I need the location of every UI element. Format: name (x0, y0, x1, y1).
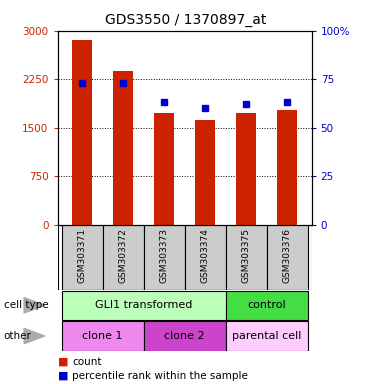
Bar (72, 40, 92, 225)
Bar (226, 321, 308, 351)
Bar (144, 321, 226, 351)
Text: parental cell: parental cell (232, 331, 301, 341)
Bar (113, 71, 133, 225)
Text: GSM303371: GSM303371 (78, 228, 86, 283)
Text: clone 2: clone 2 (164, 331, 205, 341)
Text: cell type: cell type (4, 300, 48, 310)
Bar (62, 321, 144, 351)
Text: percentile rank within the sample: percentile rank within the sample (72, 371, 248, 381)
Text: GDS3550 / 1370897_at: GDS3550 / 1370897_at (105, 13, 266, 27)
Text: ■: ■ (58, 371, 68, 381)
Text: count: count (72, 357, 102, 367)
Text: other: other (4, 331, 32, 341)
Polygon shape (24, 298, 45, 313)
Bar (154, 113, 174, 225)
Bar (277, 109, 297, 225)
Bar (236, 113, 256, 225)
Text: GSM303376: GSM303376 (283, 228, 292, 283)
Polygon shape (24, 328, 45, 344)
Bar (226, 225, 266, 290)
Bar (103, 225, 144, 290)
Bar (226, 291, 308, 320)
Bar (185, 225, 226, 290)
Text: GLI1 transformed: GLI1 transformed (95, 300, 192, 310)
Bar (144, 225, 185, 290)
Bar (195, 120, 215, 225)
Bar (62, 225, 103, 290)
Text: GSM303374: GSM303374 (201, 228, 210, 283)
Bar (62, 291, 226, 320)
Text: control: control (247, 300, 286, 310)
Text: clone 1: clone 1 (82, 331, 123, 341)
Text: ■: ■ (58, 357, 68, 367)
Bar (266, 225, 308, 290)
Text: GSM303372: GSM303372 (119, 228, 128, 283)
Text: GSM303375: GSM303375 (242, 228, 250, 283)
Text: GSM303373: GSM303373 (160, 228, 168, 283)
